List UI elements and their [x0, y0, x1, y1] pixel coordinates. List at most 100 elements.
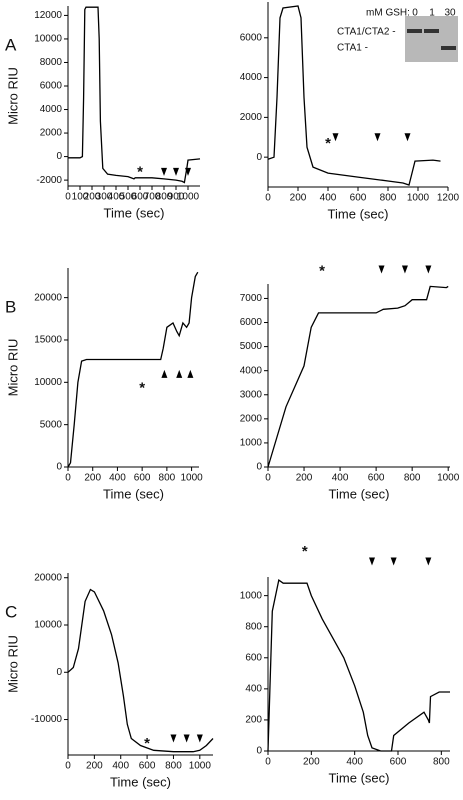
line: [267, 5, 441, 186]
injection-marker: [425, 265, 432, 274]
x-tick-label: 400: [109, 473, 126, 484]
lane-label: 30: [444, 8, 456, 19]
x-tick-label: 1000: [407, 193, 430, 204]
x-axis-label: Time (sec): [103, 486, 164, 501]
injection-marker: [401, 265, 408, 274]
x-tick-label: 400: [108, 192, 125, 203]
injection-marker: [196, 734, 203, 743]
y-tick-label: 1000: [240, 590, 263, 601]
x-tick-label: 0: [65, 473, 71, 484]
lane-label: 1: [429, 8, 435, 19]
injection-marker: [183, 734, 190, 743]
x-axis-label: Time (sec): [328, 206, 389, 221]
y-tick-label: 3000: [240, 389, 263, 400]
x-tick-label: 1000: [180, 473, 203, 484]
asterisk: *: [137, 163, 143, 180]
x-tick-label: 1200: [437, 193, 460, 204]
asterisk: *: [139, 380, 145, 397]
y-tick-label: 0: [56, 667, 62, 678]
y-tick-label: 1000: [240, 438, 263, 449]
x-tick-label: 800: [433, 757, 450, 768]
lane-label: 0: [412, 8, 418, 19]
gel-band: [441, 46, 456, 50]
x-tick-label: 1000: [437, 473, 460, 484]
asterisk: *: [302, 543, 308, 560]
x-axis-label: Time (sec): [329, 770, 390, 785]
y-tick-label: 4000: [240, 72, 263, 83]
x-tick-label: 200: [303, 757, 320, 768]
y-tick-label: 0: [56, 151, 62, 162]
x-tick-label: 0: [265, 473, 271, 484]
y-tick-label: 5000: [40, 419, 63, 430]
y-tick-label: 6000: [240, 317, 263, 328]
injection-marker: [161, 369, 168, 378]
asterisk: *: [319, 262, 325, 279]
y-axis-label: Micro RIU: [5, 635, 20, 693]
y-tick-label: 12000: [34, 10, 62, 21]
y-tick-label: 6000: [40, 81, 63, 92]
x-tick-label: 0: [265, 193, 271, 204]
y-tick-label: 10000: [34, 377, 62, 388]
x-tick-label: 400: [346, 757, 363, 768]
x-tick-label: 600: [390, 757, 407, 768]
y-tick-label: 4000: [240, 365, 263, 376]
x-tick-label: 200: [290, 193, 307, 204]
y-axis-label: Micro RIU: [5, 339, 20, 397]
y-tick-label: -10000: [31, 714, 63, 725]
injection-marker: [173, 167, 179, 176]
y-tick-label: 4000: [40, 104, 63, 115]
y-tick-label: 20000: [34, 292, 62, 303]
y-tick-label: 7000: [240, 293, 263, 304]
y-tick-label: 20000: [34, 572, 62, 583]
x-axis-label: Time (sec): [104, 205, 165, 220]
band-label: CTA1/CTA2 -: [337, 27, 396, 38]
line: [68, 6, 201, 184]
x-tick-label: 800: [159, 473, 176, 484]
y-tick-label: 0: [56, 462, 62, 473]
y-tick-label: 6000: [240, 32, 263, 43]
x-tick-label: 600: [132, 192, 149, 203]
injection-marker: [161, 167, 167, 176]
x-tick-label: 0: [265, 757, 271, 768]
x-tick-label: 1000: [177, 192, 200, 203]
inset-title: mM GSH:: [366, 8, 410, 19]
injection-marker: [170, 734, 177, 743]
gel-image: [405, 16, 458, 62]
x-tick-label: 600: [368, 473, 385, 484]
x-tick-label: 400: [332, 473, 349, 484]
injection-marker: [176, 369, 183, 378]
line: [267, 285, 449, 468]
y-tick-label: 10000: [34, 34, 62, 45]
x-tick-label: 1000: [189, 761, 212, 772]
gel-band: [424, 29, 439, 33]
x-tick-label: 400: [320, 193, 337, 204]
injection-marker: [404, 133, 411, 142]
x-tick-label: 100: [72, 192, 89, 203]
injection-marker: [390, 557, 397, 566]
x-axis-label: Time (sec): [329, 486, 390, 501]
y-tick-label: 2000: [240, 112, 263, 123]
x-tick-label: 600: [134, 473, 151, 484]
injection-marker: [425, 557, 432, 566]
y-tick-label: 200: [245, 715, 262, 726]
injection-marker: [187, 369, 194, 378]
panel-label: C: [5, 602, 17, 621]
y-tick-label: 2000: [40, 128, 63, 139]
y-tick-label: 8000: [40, 57, 63, 68]
x-tick-label: 900: [168, 192, 185, 203]
y-tick-label: 0: [256, 462, 262, 473]
injection-marker: [185, 167, 191, 176]
x-axis-label: Time (sec): [110, 774, 171, 789]
x-tick-label: 200: [296, 473, 313, 484]
y-tick-label: -2000: [36, 175, 62, 186]
x-tick-label: 0: [65, 192, 71, 203]
x-tick-label: 800: [156, 192, 173, 203]
injection-marker: [369, 557, 375, 566]
y-tick-label: 0: [256, 152, 262, 163]
gel-band: [407, 29, 422, 33]
x-tick-label: 800: [380, 193, 397, 204]
y-axis-label: Micro RIU: [5, 67, 20, 125]
x-tick-label: 500: [120, 192, 137, 203]
x-tick-label: 400: [112, 761, 129, 772]
x-tick-label: 300: [96, 192, 113, 203]
